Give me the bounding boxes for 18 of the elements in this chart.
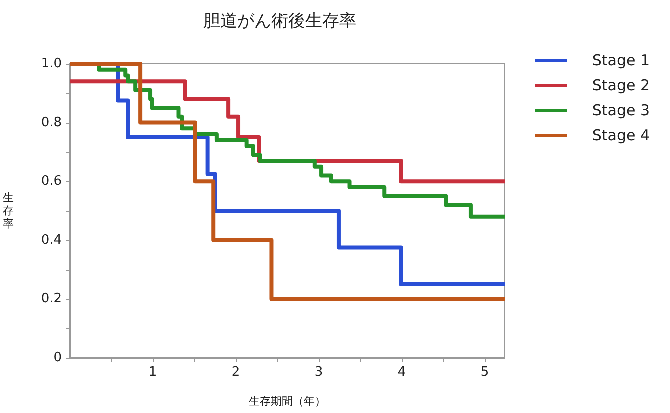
x-tick-label: 4 (398, 365, 406, 380)
y-tick-label: 1.0 (41, 56, 62, 72)
x-tick-label: 5 (480, 365, 490, 380)
x-tick-label: 2 (232, 365, 240, 380)
legend-label: Stage 3 (592, 102, 650, 120)
legend-label: Stage 2 (592, 76, 650, 94)
y-axis-title: 生存率 (3, 192, 14, 230)
x-tick-label: 1 (148, 365, 158, 380)
x-axis-title: 生存期間（年） (249, 395, 326, 408)
y-tick-label: 0 (54, 350, 62, 366)
chart-title: 胆道がん術後生存率 (204, 12, 356, 32)
legend-label: Stage 4 (592, 126, 650, 144)
y-tick-label: 0.6 (41, 174, 62, 190)
x-tick-label: 3 (314, 365, 324, 380)
y-tick-label: 0.4 (41, 232, 62, 248)
y-tick-label: 0.2 (41, 292, 62, 307)
legend-label: Stage 1 (592, 52, 650, 70)
y-tick-label: 0.8 (41, 115, 62, 130)
